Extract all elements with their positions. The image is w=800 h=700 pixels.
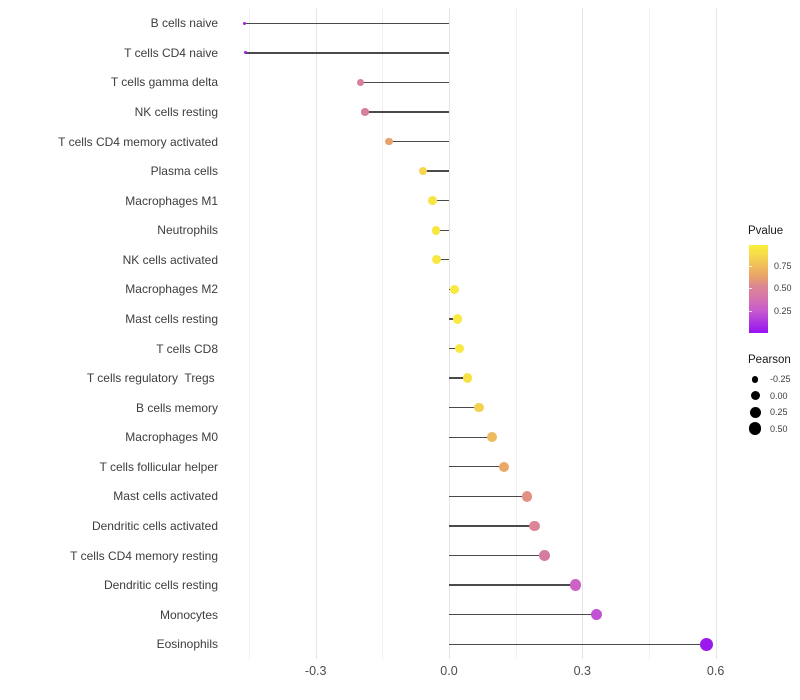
y-axis-label: Monocytes: [159, 607, 218, 622]
lollipop-dot: [243, 51, 248, 55]
y-axis-label: T cells regulatory Tregs: [86, 371, 218, 386]
y-axis-label: T cells CD4 memory activated: [58, 134, 218, 149]
lollipop-stick: [389, 140, 449, 143]
lollipop-stick: [436, 259, 449, 261]
lollipop-stick: [449, 436, 493, 438]
lollipop-dot: [529, 520, 540, 532]
pvalue-colorbar-tick: [749, 265, 752, 267]
lollipop-dot: [449, 284, 459, 294]
lollipop-stick: [432, 200, 449, 202]
lollipop-dot: [431, 225, 441, 235]
y-axis-label: Macrophages M2: [125, 282, 218, 297]
lollipop-dot: [454, 343, 464, 354]
lollipop-dot: [700, 637, 714, 651]
pvalue-colorbar: [749, 245, 768, 333]
pvalue-tick-label: 0.25: [774, 305, 792, 316]
lollipop-dot: [428, 196, 437, 206]
y-axis-label: NK cells activated: [122, 252, 218, 267]
lollipop-dot: [499, 461, 510, 472]
lollipop-stick: [449, 347, 460, 350]
y-axis-label: T cells CD4 memory resting: [70, 548, 218, 563]
gridline-minor: [648, 8, 650, 659]
lollipop-stick: [449, 554, 545, 557]
y-axis-label: Dendritic cells activated: [91, 518, 218, 533]
x-axis-tick-label: 0.0: [440, 664, 458, 678]
pearson-size-dot: [750, 391, 760, 401]
y-axis-label: B cells memory: [135, 400, 218, 415]
lollipop-stick: [449, 643, 707, 645]
pvalue-colorbar-tick: [749, 288, 752, 290]
lollipop-stick: [449, 466, 505, 468]
y-axis-label: T cells CD4 naive: [124, 45, 218, 60]
x-axis-tick-label: -0.3: [304, 664, 327, 678]
lollipop-dot: [521, 491, 533, 502]
gridline-minor: [515, 8, 517, 659]
gridline-major: [449, 8, 450, 659]
y-axis-label: Macrophages M1: [125, 193, 218, 208]
y-axis-label: Plasma cells: [150, 164, 218, 179]
lollipop-stick: [449, 406, 480, 409]
lollipop-dot: [569, 579, 581, 591]
lollipop-dot: [539, 550, 550, 561]
lollipop-dot: [462, 373, 472, 383]
lollipop-dot: [452, 314, 463, 324]
gridline-major: [715, 8, 717, 659]
legend-pvalue-title: Pvalue: [748, 225, 784, 237]
lollipop-stick: [360, 81, 449, 84]
lollipop-stick: [449, 525, 535, 527]
pearson-size-label: -0.25: [770, 374, 791, 385]
gridline-major: [582, 8, 584, 659]
y-axis-label: Neutrophils: [157, 223, 218, 238]
lollipop-stick: [244, 22, 449, 24]
lollipop-dot: [243, 21, 247, 25]
y-axis-label: Eosinophils: [156, 637, 218, 652]
lollipop-stick: [245, 52, 449, 54]
x-axis-tick-label: 0.6: [706, 664, 725, 678]
pvalue-tick-label: 0.50: [774, 283, 792, 294]
lollipop-dot: [432, 255, 441, 265]
lollipop-dot: [590, 608, 603, 621]
lollipop-stick: [449, 495, 528, 497]
y-axis-label: Dendritic cells resting: [103, 578, 218, 592]
pearson-size-label: 0.50: [770, 423, 788, 434]
gridline-minor: [249, 8, 251, 659]
y-axis-label: NK cells resting: [134, 105, 218, 119]
lollipop-dot: [361, 108, 369, 116]
gridline-minor: [382, 8, 384, 659]
lollipop-dot: [357, 78, 365, 86]
lollipop-stick: [365, 111, 449, 113]
y-axis-label: B cells naive: [150, 16, 218, 31]
lollipop-dot: [474, 402, 485, 413]
lollipop-dot: [418, 166, 428, 176]
y-axis-label: Macrophages M0: [125, 430, 218, 445]
pearson-size-dot: [751, 376, 759, 383]
pearson-size-dot: [748, 422, 762, 435]
lollipop-stick: [449, 584, 576, 586]
y-axis-label: T cells CD8: [156, 341, 218, 356]
x-axis-tick-label: 0.3: [573, 664, 591, 678]
lollipop-stick: [422, 170, 449, 172]
lollipop-stick: [436, 229, 449, 231]
gridline-major: [315, 8, 317, 659]
y-axis-label: Mast cells activated: [113, 489, 218, 504]
lollipop-stick: [449, 377, 468, 379]
lollipop-dot: [487, 432, 497, 443]
pvalue-colorbar-tick: [749, 310, 752, 312]
lollipop-stick: [449, 613, 597, 616]
legend-pearson-title: Pearson: [748, 354, 791, 366]
y-axis-label: T cells gamma delta: [110, 75, 218, 90]
pvalue-tick-label: 0.75: [774, 260, 792, 271]
pearson-size-label: 0.25: [770, 407, 788, 418]
pearson-size-dot: [749, 406, 761, 418]
y-axis-label: T cells follicular helper: [99, 459, 219, 474]
pearson-size-label: 0.00: [770, 390, 788, 401]
lollipop-dot: [385, 137, 393, 146]
y-axis-label: Mast cells resting: [125, 312, 218, 326]
